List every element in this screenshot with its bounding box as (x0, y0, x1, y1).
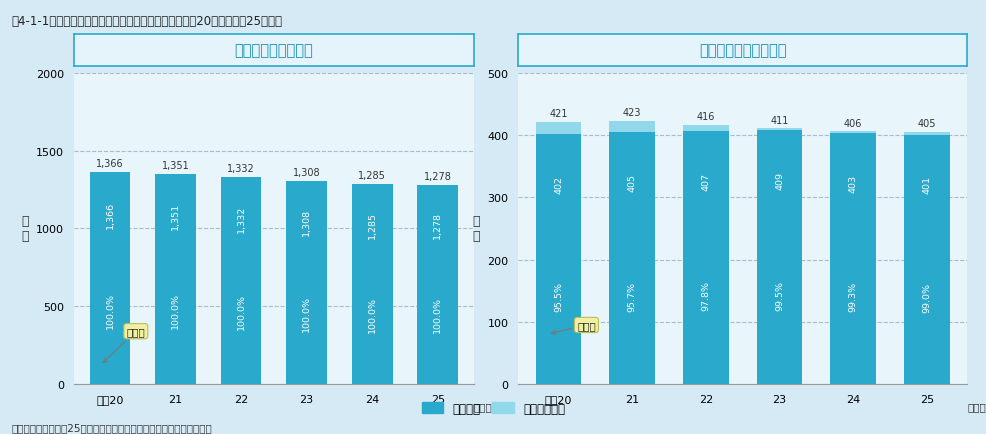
Bar (903, 135, 949, 384)
Text: 達成率: 達成率 (103, 326, 145, 363)
Text: 1,308: 1,308 (293, 168, 320, 178)
Text: 自動車排出ガス測定局: 自動車排出ガス測定局 (698, 43, 786, 59)
Bar (417, 186, 458, 384)
Text: 99.0%: 99.0% (921, 282, 931, 312)
Text: 405: 405 (627, 174, 636, 192)
Text: 405: 405 (917, 119, 935, 129)
Text: 1,278: 1,278 (433, 212, 442, 239)
Bar (608, 122, 655, 384)
Bar (352, 185, 392, 384)
Text: 423: 423 (622, 108, 641, 118)
Bar (756, 129, 802, 384)
Text: 围4-1-1　二酸化窒素の環境基準達成状況の推移（平成20年度～平成25年度）: 围4-1-1 二酸化窒素の環境基準達成状況の推移（平成20年度～平成25年度） (12, 15, 283, 28)
Y-axis label: 局
数: 局 数 (472, 215, 479, 243)
Text: 100.0%: 100.0% (237, 294, 246, 330)
Text: 一般環境大気測定局: 一般環境大気測定局 (235, 43, 313, 59)
Text: 409: 409 (774, 172, 783, 190)
Bar (608, 133, 655, 384)
Text: 1,366: 1,366 (106, 201, 114, 228)
Text: 97.8%: 97.8% (701, 281, 710, 311)
Bar (829, 134, 876, 384)
Bar (286, 181, 326, 384)
Bar (535, 135, 581, 384)
Text: 401: 401 (921, 176, 931, 194)
Text: 95.7%: 95.7% (627, 281, 636, 311)
Text: 99.3%: 99.3% (848, 282, 857, 312)
Bar (286, 181, 326, 384)
Bar (155, 174, 195, 384)
Bar (417, 186, 458, 384)
Text: 100.0%: 100.0% (106, 292, 114, 328)
Bar (756, 130, 802, 384)
Text: 達成率: 達成率 (551, 320, 596, 335)
Bar (155, 174, 195, 384)
Text: 100.0%: 100.0% (368, 296, 377, 332)
Text: 1,332: 1,332 (227, 164, 254, 174)
Bar (535, 123, 581, 384)
Bar (90, 172, 130, 384)
Bar (221, 178, 261, 384)
Text: 資料：環境省「平成25年度大気汚染状況について（報道発表資料）」: 資料：環境省「平成25年度大気汚染状況について（報道発表資料）」 (12, 422, 212, 432)
Text: 1,278: 1,278 (423, 172, 452, 182)
Text: 407: 407 (701, 173, 710, 191)
Text: 1,351: 1,351 (162, 161, 189, 171)
Text: （年度）: （年度） (473, 401, 498, 411)
Legend: 達成局数, 有効測定局数: 達成局数, 有効測定局数 (417, 397, 569, 419)
Text: 402: 402 (553, 175, 563, 194)
Bar (221, 178, 261, 384)
Text: 1,308: 1,308 (302, 208, 311, 235)
Text: 1,332: 1,332 (237, 205, 246, 232)
Bar (903, 133, 949, 384)
Text: 1,351: 1,351 (171, 203, 179, 230)
Text: 100.0%: 100.0% (302, 295, 311, 331)
Bar (90, 172, 130, 384)
Bar (829, 132, 876, 384)
Text: 99.5%: 99.5% (774, 280, 783, 310)
Text: 100.0%: 100.0% (171, 293, 179, 329)
Text: 403: 403 (848, 175, 857, 193)
Text: 411: 411 (769, 115, 788, 125)
Text: 95.5%: 95.5% (553, 282, 563, 312)
Text: 100.0%: 100.0% (433, 297, 442, 332)
Text: 406: 406 (843, 118, 862, 128)
Text: 1,366: 1,366 (97, 158, 124, 168)
Text: 416: 416 (696, 112, 715, 122)
Text: 1,285: 1,285 (358, 171, 386, 181)
Y-axis label: 局
数: 局 数 (22, 215, 29, 243)
Text: （年度）: （年度） (966, 401, 986, 411)
Text: 1,285: 1,285 (368, 211, 377, 238)
Bar (352, 185, 392, 384)
Text: 421: 421 (549, 109, 567, 119)
Bar (682, 126, 728, 384)
Bar (682, 132, 728, 384)
